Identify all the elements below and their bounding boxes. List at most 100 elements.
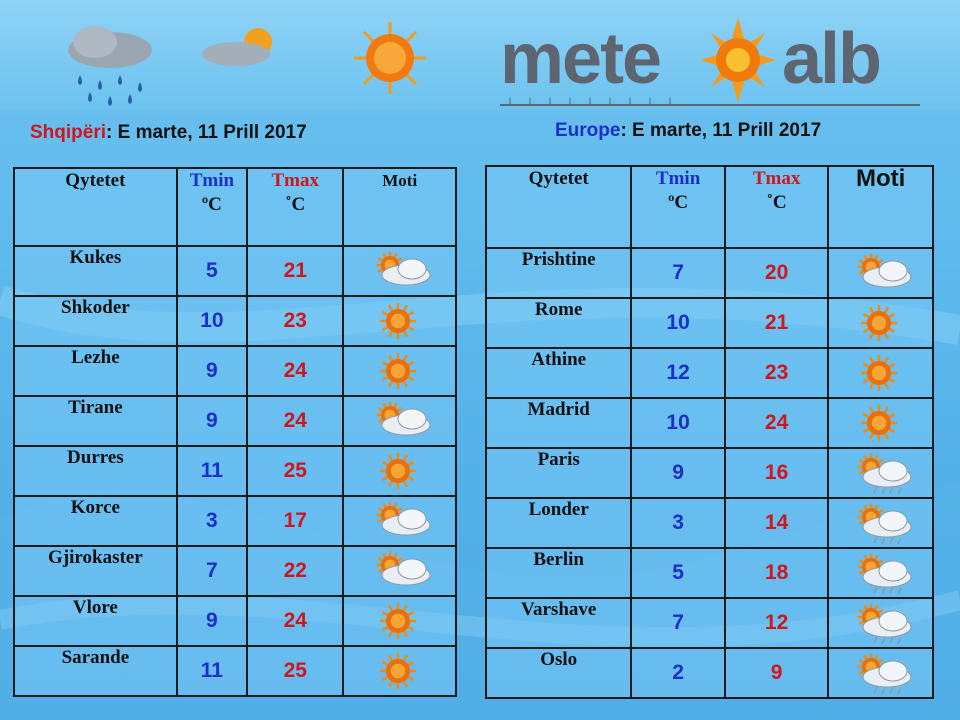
sun-cloud-icon <box>857 253 912 288</box>
weather-icon-cell <box>342 295 457 347</box>
city-name: Londer <box>484 497 633 549</box>
city-name: Paris <box>484 447 633 499</box>
sun-cloud-icon <box>376 251 431 286</box>
tmin-value: 9 <box>175 345 249 397</box>
tmax-value: 17 <box>246 495 345 547</box>
tmin-value: 3 <box>175 495 249 547</box>
city-name: Berlin <box>484 547 633 599</box>
table-row: Lezhe 9 24 <box>13 345 457 397</box>
sun-icon <box>379 353 416 389</box>
tmin-value: 11 <box>175 445 249 497</box>
albania-country: Shqipëri <box>30 122 107 143</box>
header-tmax: Tmax ˚C <box>246 167 345 247</box>
sun-cloud-icon <box>376 551 431 586</box>
sun-cloud-rain-icon <box>857 503 912 545</box>
tmax-value: 23 <box>246 295 345 347</box>
tmin-value: 10 <box>630 397 726 449</box>
sun-cloud-rain-icon <box>857 453 912 495</box>
table-row: Madrid 10 24 <box>484 397 934 449</box>
city-name: Korce <box>13 495 178 547</box>
header-city: Qytetet <box>484 165 633 249</box>
rain-cloud-icon <box>68 26 152 106</box>
header-weather: Moti <box>342 167 457 247</box>
header-tmax: Tmax ˚C <box>723 165 830 249</box>
header-tmin: Tmin ºC <box>175 167 249 247</box>
tmin-value: 5 <box>175 245 249 297</box>
tmin-value: 5 <box>630 547 726 599</box>
tmax-value: 9 <box>723 647 830 699</box>
table-row: Paris 9 16 <box>484 447 934 499</box>
tmax-value: 25 <box>246 445 345 497</box>
table-row: Prishtine 7 20 <box>484 247 934 299</box>
table-row: Rome 10 21 <box>484 297 934 349</box>
city-name: Kukes <box>13 245 178 297</box>
tmin-value: 9 <box>175 595 249 647</box>
tmin-value: 7 <box>175 545 249 597</box>
tmax-value: 24 <box>246 395 345 447</box>
table-row: Londer 3 14 <box>484 497 934 549</box>
city-name: Oslo <box>484 647 633 699</box>
table-row: Korce 3 17 <box>13 495 457 547</box>
city-name: Durres <box>13 445 178 497</box>
city-name: Vlore <box>13 595 178 647</box>
city-name: Rome <box>484 297 633 349</box>
tmin-value: 11 <box>175 645 249 697</box>
table-row: Sarande 11 25 <box>13 645 457 697</box>
europe-heading: Europe: E marte, 11 Prill 2017 <box>555 120 821 142</box>
table-header-row: Qytetet Tmin ºC Tmax ˚C Moti <box>484 165 934 249</box>
albania-date: : E marte, 11 Prill 2017 <box>106 122 307 143</box>
city-name: Tirane <box>13 395 178 447</box>
sun-icon <box>860 405 897 441</box>
header-tmin: Tmin ºC <box>630 165 726 249</box>
tmin-value: 10 <box>630 297 726 349</box>
table-row: Shkoder 10 23 <box>13 295 457 347</box>
weather-icon-cell <box>342 545 457 597</box>
weather-icon-cell <box>827 547 934 599</box>
logo-text-alb: alb <box>782 19 882 99</box>
tmax-value: 14 <box>723 497 830 549</box>
tmax-value: 23 <box>723 347 830 399</box>
header-weather: Moti <box>827 165 934 249</box>
logo-text-mete: mete <box>500 19 662 99</box>
table-row: Kukes 5 21 <box>13 245 457 297</box>
table-row: Tirane 9 24 <box>13 395 457 447</box>
weather-icon-cell <box>827 247 934 299</box>
tmin-value: 9 <box>630 447 726 499</box>
albania-heading: Shqipëri: E marte, 11 Prill 2017 <box>30 122 307 144</box>
sun-cloud-rain-icon <box>857 653 912 695</box>
table-row: Oslo 2 9 <box>484 647 934 699</box>
weather-icon-cell <box>827 297 934 349</box>
tmin-value: 12 <box>630 347 726 399</box>
table-row: Durres 11 25 <box>13 445 457 497</box>
sun-icon <box>354 22 426 94</box>
table-row: Gjirokaster 7 22 <box>13 545 457 597</box>
weather-icon-cell <box>342 595 457 647</box>
weather-icon-cell <box>827 497 934 549</box>
tmax-value: 22 <box>246 545 345 597</box>
sun-cloud-icon <box>202 28 272 66</box>
sun-icon <box>379 653 416 689</box>
tmax-value: 16 <box>723 447 830 499</box>
europe-weather-table: Qytetet Tmin ºC Tmax ˚C Moti Prishtine 7 20 R… <box>484 165 934 699</box>
albania-weather-table: Qytetet Tmin ºC Tmax ˚C Moti Kukes 5 21 Shkod… <box>13 167 457 697</box>
city-name: Prishtine <box>484 247 633 299</box>
tmax-value: 21 <box>723 297 830 349</box>
tmax-value: 24 <box>723 397 830 449</box>
tmin-value: 7 <box>630 597 726 649</box>
weather-icon-cell <box>827 397 934 449</box>
tmax-value: 12 <box>723 597 830 649</box>
weather-icon-cell <box>342 245 457 297</box>
sun-icon <box>860 355 897 391</box>
tmin-value: 9 <box>175 395 249 447</box>
weather-icon-cell <box>342 495 457 547</box>
sun-icon <box>379 303 416 339</box>
sun-cloud-icon <box>376 401 431 436</box>
tmax-value: 21 <box>246 245 345 297</box>
tmax-value: 24 <box>246 345 345 397</box>
weather-icon-cell <box>827 347 934 399</box>
tmax-value: 24 <box>246 595 345 647</box>
header-city: Qytetet <box>13 167 178 247</box>
sun-cloud-rain-icon <box>857 603 912 645</box>
city-name: Sarande <box>13 645 178 697</box>
weather-icon-cell <box>342 445 457 497</box>
